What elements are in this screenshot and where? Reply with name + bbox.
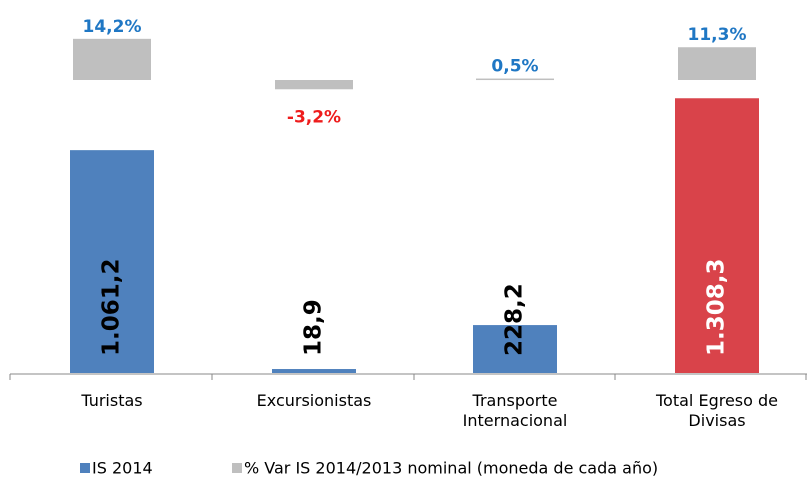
value-label: 228,2 <box>502 283 528 356</box>
legend-swatch <box>80 463 90 473</box>
var-label: -3,2% <box>287 107 341 127</box>
x-tick-label: Excursionistas <box>256 391 372 410</box>
legend-label: IS 2014 <box>92 459 153 478</box>
x-tick-label: Transporte Internacional <box>462 391 568 430</box>
var-bar <box>678 47 756 80</box>
bar <box>473 325 557 373</box>
bar <box>675 98 759 373</box>
value-label: 1.308,3 <box>704 259 730 357</box>
var-label: 11,3% <box>688 25 747 45</box>
var-label: 0,5% <box>491 57 538 77</box>
x-tick-label: Turistas <box>81 391 143 410</box>
legend-label: % Var IS 2014/2013 nominal (moneda de ca… <box>244 459 658 478</box>
value-label: 1.061,2 <box>99 259 125 357</box>
var-bar <box>73 38 151 80</box>
x-tick-label: Total Egreso de Divisas <box>656 391 778 430</box>
value-label: 18,9 <box>301 299 327 356</box>
legend-swatch <box>232 463 242 473</box>
bar <box>70 150 154 373</box>
var-label: 14,2% <box>83 17 142 37</box>
var-bar <box>476 78 554 81</box>
var-bar <box>275 80 353 90</box>
bar <box>272 369 356 373</box>
